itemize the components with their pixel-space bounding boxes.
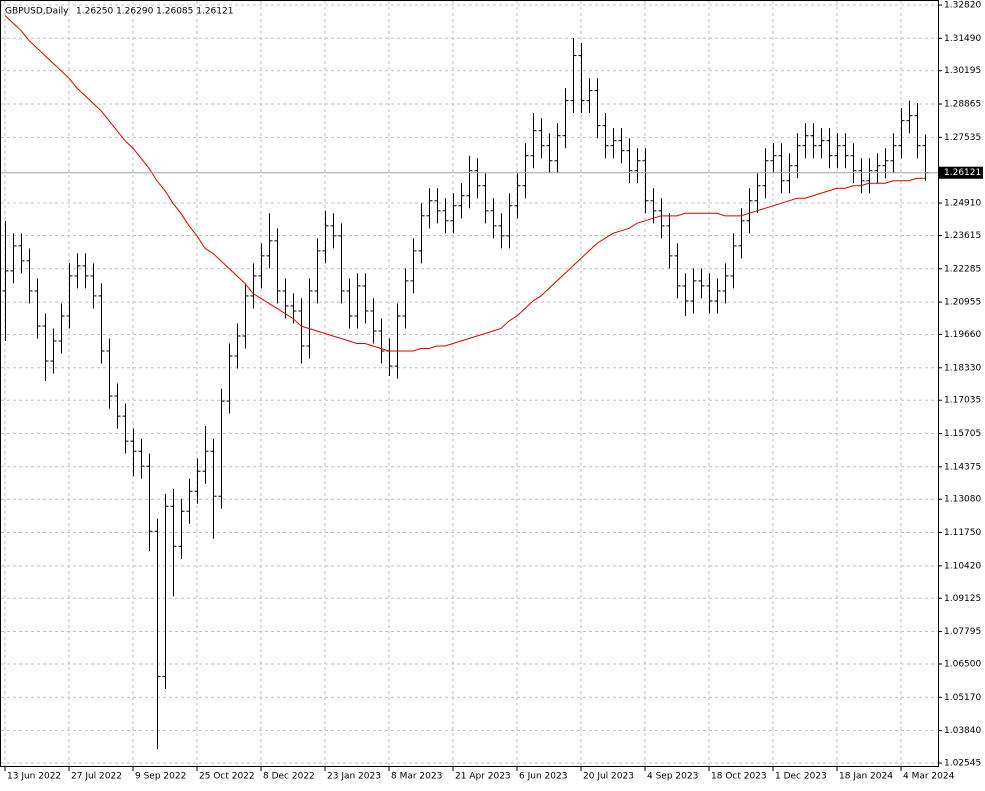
quote: 1.26250 1.26290 1.26085 1.26121 (76, 7, 233, 17)
x-tick-label: 6 Jun 2023 (519, 772, 567, 782)
y-tick-label: 1.10420 (944, 561, 981, 571)
y-tick-label: 1.03840 (944, 726, 981, 736)
y-tick-label: 1.24910 (944, 199, 981, 209)
bars (1, 15, 938, 750)
x-tick-label: 1 Dec 2023 (775, 772, 827, 782)
y-tick-label: 1.13080 (944, 495, 981, 505)
y-tick-label: 1.06500 (944, 659, 981, 669)
x-tick-label: 4 Mar 2024 (903, 772, 955, 782)
x-tick-label: 27 Jul 2022 (71, 772, 122, 782)
y-tick-label: 1.27535 (944, 133, 981, 143)
x-tick-label: 8 Dec 2022 (263, 772, 315, 782)
x-tick-label: 20 Jul 2023 (583, 772, 634, 782)
y-tick-label: 1.09125 (944, 594, 981, 604)
y-tick-label: 1.22285 (944, 264, 981, 274)
x-tick-label: 25 Oct 2022 (199, 772, 255, 782)
y-tick-label: 1.11750 (944, 528, 981, 538)
moving-average (4, 15, 925, 352)
y-tick-label: 1.07795 (944, 627, 981, 637)
y-tick-label: 1.20955 (944, 298, 981, 308)
current-price-label: 1.26121 (944, 168, 981, 178)
x-tick-label: 8 Mar 2023 (391, 772, 442, 782)
y-tick-label: 1.17035 (944, 396, 981, 406)
x-tick-label: 4 Sep 2023 (647, 772, 698, 782)
x-tick-label: 21 Apr 2023 (455, 772, 511, 782)
x-tick-label: 13 Jun 2022 (7, 772, 61, 782)
y-tick-label: 1.14375 (944, 462, 981, 472)
y-tick-label: 1.28865 (944, 100, 981, 110)
y-tick-label: 1.18330 (944, 363, 981, 373)
x-tick-label: 23 Jan 2023 (327, 772, 381, 782)
x-tick-label: 18 Oct 2023 (711, 772, 767, 782)
y-tick-label: 1.23615 (944, 231, 981, 241)
grid (1, 1, 938, 766)
y-tick-label: 1.19660 (944, 330, 981, 340)
y-tick-label: 1.30195 (944, 66, 981, 76)
symbol: GBPUSD,Daily (5, 7, 69, 17)
x-tick-label: 18 Jan 2024 (839, 772, 893, 782)
y-tick-label: 1.31490 (944, 34, 981, 44)
x-tick-label: 9 Sep 2022 (135, 772, 186, 782)
y-tick-label: 1.05170 (944, 693, 981, 703)
current-price-box (939, 166, 983, 179)
plot-frame (0, 0, 939, 767)
y-tick-label: 1.02545 (944, 759, 981, 769)
y-tick-label: 1.32820 (944, 1, 981, 11)
y-tick-label: 1.15705 (944, 429, 981, 439)
